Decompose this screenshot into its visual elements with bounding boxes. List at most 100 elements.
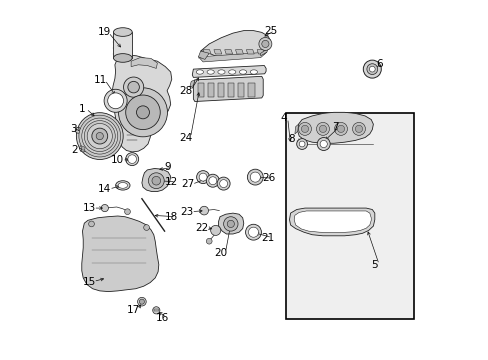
Text: 28: 28 — [179, 86, 192, 96]
Circle shape — [196, 171, 209, 184]
Circle shape — [136, 106, 149, 119]
Bar — [197, 83, 204, 97]
Text: 9: 9 — [164, 162, 171, 172]
Ellipse shape — [206, 70, 214, 74]
Circle shape — [81, 147, 85, 150]
Circle shape — [245, 224, 261, 240]
Ellipse shape — [113, 28, 132, 36]
Circle shape — [298, 122, 311, 135]
Circle shape — [79, 115, 121, 157]
Text: 3: 3 — [70, 124, 77, 134]
Ellipse shape — [196, 70, 203, 74]
Circle shape — [210, 225, 220, 235]
Text: 10: 10 — [111, 155, 124, 165]
Circle shape — [368, 66, 374, 72]
Text: 12: 12 — [165, 177, 178, 187]
Circle shape — [206, 238, 212, 244]
Polygon shape — [198, 52, 266, 62]
Circle shape — [250, 172, 260, 182]
Text: 26: 26 — [262, 173, 275, 183]
Text: 16: 16 — [156, 312, 169, 323]
Text: 13: 13 — [82, 203, 96, 213]
Text: 1: 1 — [78, 104, 85, 114]
Circle shape — [92, 128, 107, 144]
Polygon shape — [294, 211, 370, 233]
Ellipse shape — [250, 70, 257, 74]
Circle shape — [125, 95, 160, 130]
Circle shape — [317, 138, 329, 150]
Text: 4: 4 — [280, 113, 286, 123]
Circle shape — [223, 217, 238, 231]
Polygon shape — [189, 80, 194, 87]
Polygon shape — [289, 208, 374, 236]
Bar — [285, 113, 413, 319]
Text: 21: 21 — [261, 233, 274, 243]
Text: 24: 24 — [179, 132, 192, 143]
Bar — [113, 32, 132, 58]
Polygon shape — [142, 168, 170, 192]
Ellipse shape — [113, 54, 132, 62]
Ellipse shape — [115, 181, 130, 190]
Circle shape — [137, 297, 146, 306]
Polygon shape — [213, 50, 222, 54]
Text: 11: 11 — [94, 75, 107, 85]
Circle shape — [355, 125, 362, 132]
Text: 19: 19 — [97, 27, 110, 37]
Circle shape — [84, 121, 115, 152]
Polygon shape — [246, 50, 254, 54]
Polygon shape — [297, 112, 373, 143]
Circle shape — [261, 40, 268, 48]
Text: 25: 25 — [263, 26, 277, 36]
Text: 7: 7 — [331, 122, 338, 132]
Polygon shape — [192, 66, 265, 77]
Circle shape — [217, 177, 230, 190]
Circle shape — [363, 60, 381, 78]
Circle shape — [248, 227, 258, 237]
Bar — [207, 83, 214, 97]
Ellipse shape — [239, 70, 246, 74]
Circle shape — [75, 127, 81, 133]
Circle shape — [127, 81, 139, 93]
Circle shape — [139, 299, 144, 304]
Circle shape — [206, 174, 219, 187]
Circle shape — [104, 89, 127, 112]
Circle shape — [123, 77, 143, 97]
Polygon shape — [131, 58, 157, 68]
Ellipse shape — [218, 70, 224, 74]
Circle shape — [299, 141, 305, 147]
Polygon shape — [112, 55, 171, 152]
Circle shape — [127, 155, 136, 163]
Circle shape — [81, 118, 118, 154]
Polygon shape — [193, 76, 263, 102]
Circle shape — [319, 125, 326, 132]
Bar — [247, 83, 254, 97]
Circle shape — [227, 220, 234, 228]
Circle shape — [148, 173, 164, 189]
Circle shape — [200, 206, 208, 215]
Circle shape — [337, 125, 344, 132]
Polygon shape — [200, 31, 270, 58]
Circle shape — [96, 132, 103, 140]
Circle shape — [208, 177, 216, 185]
Text: 8: 8 — [288, 134, 295, 144]
Polygon shape — [224, 50, 232, 54]
Ellipse shape — [118, 183, 127, 188]
Bar — [238, 83, 244, 97]
Polygon shape — [260, 45, 269, 56]
Circle shape — [76, 113, 123, 159]
Polygon shape — [257, 50, 264, 54]
Polygon shape — [198, 51, 209, 59]
Text: 15: 15 — [82, 276, 96, 287]
Bar — [218, 83, 224, 97]
Text: 27: 27 — [181, 179, 194, 189]
Circle shape — [118, 88, 167, 137]
Circle shape — [334, 122, 347, 135]
Circle shape — [124, 209, 130, 215]
Polygon shape — [203, 50, 211, 54]
Text: 22: 22 — [195, 222, 208, 233]
Circle shape — [320, 140, 326, 148]
Polygon shape — [81, 216, 159, 292]
Circle shape — [101, 204, 108, 212]
Polygon shape — [294, 124, 298, 134]
Text: 23: 23 — [180, 207, 193, 217]
